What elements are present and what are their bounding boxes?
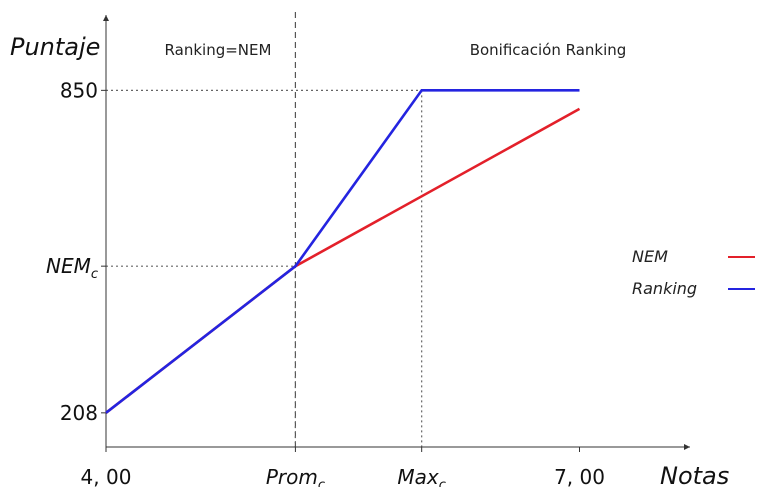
tick-labels: 4, 00 Promc Maxc 7, 00 208 NEMc 850 (46, 78, 605, 487)
x-axis-arrow (684, 444, 690, 450)
legend: NEM Ranking (632, 247, 755, 298)
region-label-bonificacion: Bonificación Ranking (470, 41, 627, 59)
legend-label-nem: NEM (632, 247, 668, 266)
y-tick-label-2: 850 (60, 78, 98, 102)
x-tick-label-0: 4, 00 (81, 465, 132, 487)
x-tick-label-1-subscript: c (318, 478, 325, 487)
axes (101, 15, 690, 452)
y-tick-label-1: NEMc (46, 254, 98, 282)
series-lines (105, 89, 581, 414)
region-label-ranking-nem: Ranking=NEM (165, 41, 272, 59)
x-axis-title: Notas (660, 462, 729, 487)
guide-lines (106, 12, 423, 447)
y-axis-title: Puntaje (10, 33, 100, 61)
y-tick-label-0: 208 (60, 401, 98, 425)
y-axis-arrow (103, 15, 109, 21)
x-tick-label-1: Promc (266, 465, 325, 487)
x-tick-label-3: 7, 00 (554, 465, 605, 487)
y-tick-label-1-subscript: c (91, 267, 98, 282)
series-line-nem (105, 107, 581, 414)
series-line-ranking (105, 89, 580, 414)
legend-label-ranking: Ranking (632, 279, 697, 298)
x-tick-label-2: Maxc (397, 465, 446, 487)
x-tick-label-2-subscript: c (439, 478, 446, 487)
